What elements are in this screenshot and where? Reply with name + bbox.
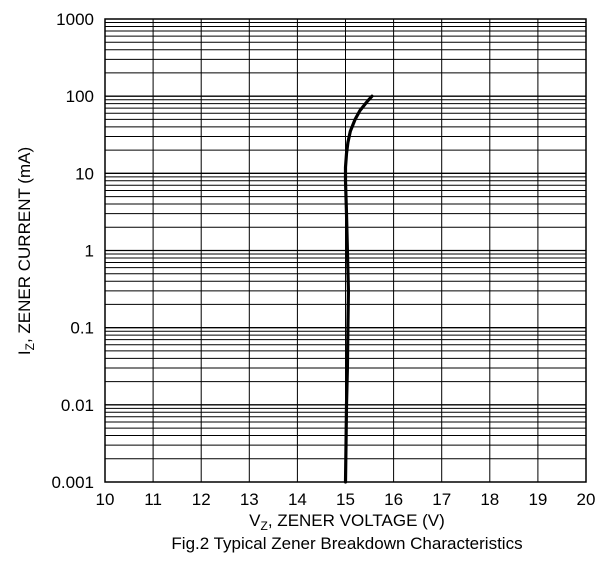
x-tick-label: 14 xyxy=(288,490,307,509)
x-tick-label: 19 xyxy=(528,490,547,509)
y-tick-label: 0.01 xyxy=(61,396,94,415)
y-tick-label: 10 xyxy=(75,164,94,183)
y-tick-label: 0.001 xyxy=(51,473,94,492)
x-tick-label: 16 xyxy=(384,490,403,509)
x-tick-label: 12 xyxy=(192,490,211,509)
y-tick-label: 100 xyxy=(66,87,94,106)
x-tick-label: 11 xyxy=(144,490,162,509)
y-tick-label: 1 xyxy=(85,242,94,261)
zener-breakdown-curve xyxy=(343,94,374,484)
y-axis-label: IZ, ZENER CURRENT (mA) xyxy=(15,147,37,355)
x-tick-label: 10 xyxy=(96,490,115,509)
x-tick-label: 17 xyxy=(432,490,451,509)
figure-caption: Fig.2 Typical Zener Breakdown Characteri… xyxy=(171,534,522,553)
x-tick-label: 18 xyxy=(480,490,499,509)
x-tick-labels: 10 11 12 13 14 15 16 17 18 19 20 xyxy=(96,490,596,509)
y-tick-labels: 0.001 0.01 0.1 1 10 100 1000 xyxy=(51,10,94,492)
y-tick-label: 1000 xyxy=(56,10,94,29)
x-tick-label: 13 xyxy=(240,490,259,509)
x-axis-label: VZ, ZENER VOLTAGE (V) xyxy=(249,511,445,533)
y-tick-label: 0.1 xyxy=(70,319,94,338)
x-tick-label: 20 xyxy=(577,490,596,509)
x-tick-label: 15 xyxy=(336,490,355,509)
